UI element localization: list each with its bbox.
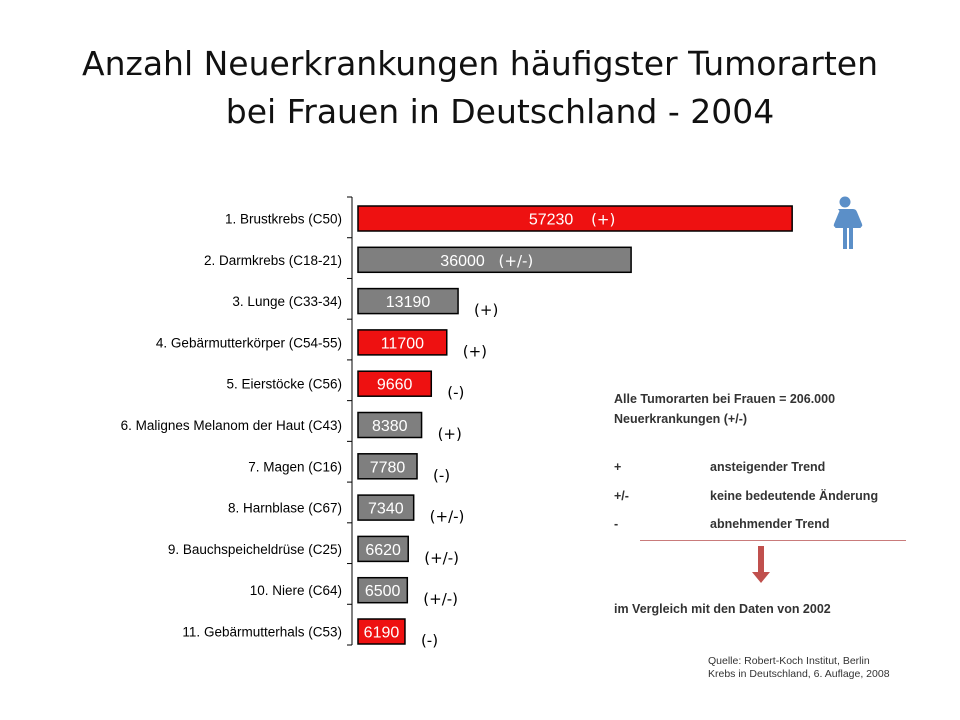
trend-label: (-)	[433, 466, 450, 484]
title-line-2: bei Frauen in Deutschland - 2004	[225, 92, 775, 131]
comparison-note: im Vergleich mit den Daten von 2002	[614, 602, 831, 616]
category-label: 4. Gebärmutterkörper (C54-55)	[156, 335, 342, 350]
category-label: 1. Brustkrebs (C50)	[225, 212, 342, 227]
bar	[357, 329, 448, 356]
value-label: 8380	[372, 418, 408, 435]
legend-symbol: +	[614, 460, 622, 474]
total-line-2: Neuerkrankungen (+/-)	[614, 412, 748, 426]
bar	[357, 535, 409, 563]
bar	[357, 618, 406, 645]
bar	[357, 576, 409, 604]
trend-label: (+/-)	[430, 508, 465, 526]
trend-label: (+/-)	[423, 590, 458, 608]
source-note: Quelle: Robert-Koch Institut, Berlin Kre…	[708, 655, 890, 681]
legend-text: abnehmender Trend	[710, 517, 830, 531]
woman-icon	[833, 196, 863, 249]
divider-line	[640, 540, 906, 541]
value-label: 11700	[381, 335, 424, 352]
trend-label: (+/-)	[424, 549, 459, 567]
category-label: 10. Niere (C64)	[250, 583, 342, 598]
category-label: 3. Lunge (C33-34)	[232, 294, 342, 309]
title-line-1: Anzahl Neuerkrankungen häufigster Tumora…	[82, 44, 878, 83]
category-label: 8. Harnblase (C67)	[228, 501, 342, 516]
bar	[357, 411, 423, 439]
trend-label: (+)	[463, 342, 487, 360]
bar	[357, 370, 433, 397]
value-label: 7340	[368, 501, 404, 518]
trend-label: (+)	[474, 301, 498, 319]
trend-label: (+/-)	[499, 252, 534, 270]
legend-symbol: +/-	[614, 489, 629, 503]
category-label: 9. Bauchspeicheldrüse (C25)	[168, 542, 342, 557]
trend-label: (-)	[447, 384, 464, 402]
bar	[357, 453, 418, 480]
value-label: 7780	[370, 459, 406, 476]
category-label: 7. Magen (C16)	[248, 459, 342, 474]
value-label: 6620	[365, 542, 401, 559]
bar	[357, 494, 415, 521]
source-line-2: Krebs in Deutschland, 6. Auflage, 2008	[708, 668, 890, 680]
value-label: 13190	[386, 294, 431, 311]
bar	[357, 287, 459, 315]
trend-label: (+)	[591, 211, 615, 229]
arrow-down-icon	[752, 546, 770, 583]
value-label: 9660	[377, 377, 413, 394]
value-label: 36000	[440, 253, 485, 270]
bar	[357, 246, 632, 274]
page-title: Anzahl Neuerkrankungen häufigster Tumora…	[40, 40, 920, 136]
value-label: 6190	[364, 625, 400, 642]
trend-label: (+)	[438, 425, 462, 443]
category-label: 11. Gebärmutterhals (C53)	[182, 625, 342, 640]
source-line-1: Quelle: Robert-Koch Institut, Berlin	[708, 655, 870, 667]
category-label: 2. Darmkrebs (C18-21)	[204, 253, 342, 268]
total-line-1: Alle Tumorarten bei Frauen = 206.000	[614, 392, 836, 406]
bar	[357, 205, 793, 232]
trend-label: (-)	[421, 632, 438, 650]
value-label: 57230	[529, 212, 574, 229]
legend-text: keine bedeutende Änderung	[710, 489, 879, 503]
legend-text: ansteigender Trend	[710, 460, 826, 474]
category-label: 5. Eierstöcke (C56)	[226, 377, 342, 392]
category-label: 6. Malignes Melanom der Haut (C43)	[121, 418, 342, 433]
legend-symbol: -	[614, 517, 619, 531]
value-label: 6500	[365, 583, 401, 600]
